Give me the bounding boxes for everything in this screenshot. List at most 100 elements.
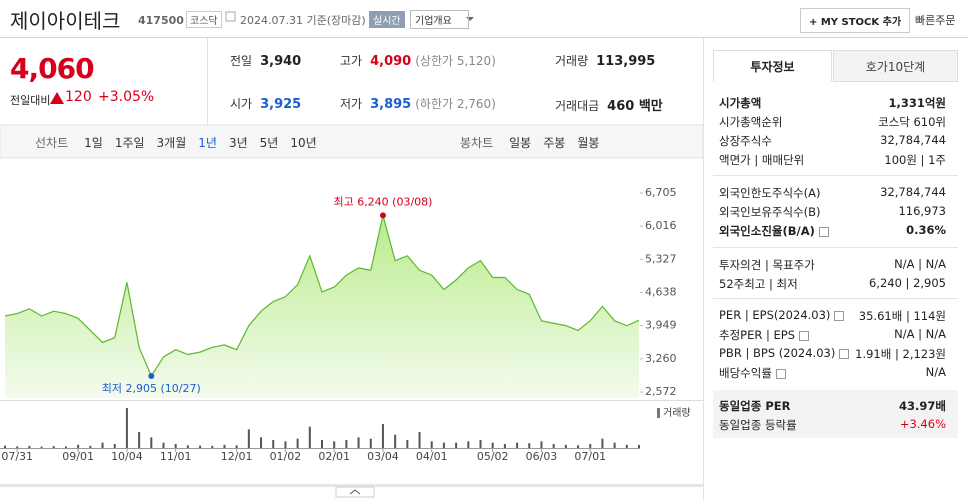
volume-bar xyxy=(467,441,470,448)
volume-bar xyxy=(308,426,311,448)
stat-label: 시가 xyxy=(230,97,253,111)
help-icon[interactable] xyxy=(839,348,850,359)
stat-note: (하한가 2,760) xyxy=(415,97,496,111)
company-info[interactable]: 기업개요 xyxy=(410,10,469,29)
side-label: 추정PER | EPS xyxy=(719,327,810,343)
y-tick-label: 6,016 xyxy=(645,219,677,232)
volume-bar xyxy=(150,437,153,448)
calendar-icon xyxy=(225,11,236,22)
volume-bar xyxy=(394,434,397,448)
x-tick-label: 05/02 xyxy=(477,450,509,463)
volume-bar xyxy=(333,441,336,448)
candle-tab[interactable]: 월봉 xyxy=(577,136,600,150)
volume-bar xyxy=(516,442,519,448)
x-tick-label: 06/03 xyxy=(526,450,558,463)
x-tick-label: 09/01 xyxy=(62,450,94,463)
tab-label: 선차트 xyxy=(35,136,69,150)
volume-bar xyxy=(479,440,482,448)
mystock-button[interactable]: + MY STOCK 추가 xyxy=(800,8,911,33)
period-tabs: 선차트 1일 1주일 3개월 1년 3년 5년 10년 xyxy=(35,134,321,151)
collapse-button[interactable] xyxy=(335,486,375,498)
stat-value: 460 백만 xyxy=(607,99,663,114)
stock-name: 제이아이테크 xyxy=(10,9,121,33)
realtime-badge[interactable]: 실시간 xyxy=(369,11,405,28)
period-tab[interactable]: 1일 xyxy=(84,136,103,150)
stat-value: 3,895 xyxy=(370,97,412,112)
side-value: 35.61배 | 114원 xyxy=(858,309,946,323)
candle-tab[interactable]: 주봉 xyxy=(543,136,566,150)
period-tab[interactable]: 5년 xyxy=(259,136,279,150)
x-tick-label: 04/01 xyxy=(416,450,448,463)
candle-tab[interactable]: 일봉 xyxy=(509,136,532,150)
side-tab[interactable]: 투자정보 xyxy=(713,50,832,82)
volume-bar xyxy=(284,441,287,448)
side-value: +3.46% xyxy=(899,417,946,431)
side-value: 6,240 | 2,905 xyxy=(868,276,946,290)
stat-label: 전일 xyxy=(230,54,253,68)
tab-bar xyxy=(0,124,704,159)
collapse-icon xyxy=(349,489,361,495)
stat-label: 거래량 xyxy=(555,54,589,68)
volume-bar xyxy=(455,442,458,448)
period-tab[interactable]: 10년 xyxy=(290,136,317,150)
x-tick-label: 07/01 xyxy=(574,450,606,463)
help-icon[interactable] xyxy=(775,368,786,379)
period-tab[interactable]: 1년 xyxy=(198,136,217,150)
side-label: 외국인보유주식수(B) xyxy=(719,205,821,219)
volume-bar xyxy=(28,445,31,448)
side-value: 43.97배 xyxy=(899,399,946,413)
volume-bar xyxy=(442,442,445,448)
side-tab[interactable]: 호가10단계 xyxy=(833,50,958,82)
stat: 시가 3,925 xyxy=(230,95,301,112)
sector-box xyxy=(713,390,958,438)
help-icon[interactable] xyxy=(818,226,829,237)
period-tab[interactable]: 1주일 xyxy=(114,136,145,150)
side-label: 배당수익률 xyxy=(719,365,786,381)
volume-bar xyxy=(235,445,238,448)
volume-bar xyxy=(174,444,177,448)
help-icon[interactable] xyxy=(799,330,810,341)
date: 2024.07.31 기준(장마감) xyxy=(240,14,366,27)
quick-order[interactable]: 빠른주문 xyxy=(915,14,956,27)
x-tick-label: 01/02 xyxy=(270,450,302,463)
stat: 거래량 113,995 xyxy=(555,52,655,69)
side-label: PER | EPS(2024.03) xyxy=(719,308,845,322)
volume-bar xyxy=(260,437,263,448)
volume-bar xyxy=(125,408,128,448)
volume-bar xyxy=(138,432,141,448)
x-tick-label: 03/04 xyxy=(367,450,399,463)
period-tab[interactable]: 3년 xyxy=(228,136,248,150)
volume-bar xyxy=(491,442,494,448)
stat-label: 고가 xyxy=(340,54,363,68)
volume-bar xyxy=(625,444,628,448)
high-label: 최고 6,240 (03/08) xyxy=(333,195,432,208)
volume-bar xyxy=(613,442,616,448)
volume-bar xyxy=(223,444,226,448)
stat-value: 113,995 xyxy=(596,54,656,69)
side-value: N/A | N/A xyxy=(894,257,946,271)
line xyxy=(4,215,640,378)
side-value: 116,973 xyxy=(898,204,946,218)
side-label: 외국인한도주식수(A) xyxy=(719,186,821,200)
y-tick-label: 5,327 xyxy=(645,252,677,265)
volume-bar xyxy=(528,443,531,448)
volume-bar xyxy=(552,444,555,448)
side-value: N/A xyxy=(925,365,946,379)
change: 120 xyxy=(65,89,92,105)
volume-bar xyxy=(272,440,275,448)
help-icon[interactable] xyxy=(834,310,845,321)
side-value: 100원 | 1주 xyxy=(884,153,946,167)
period-tab[interactable]: 3개월 xyxy=(156,136,187,150)
y-tick-label: 3,260 xyxy=(645,352,677,365)
volume-bar xyxy=(418,432,421,448)
stat-label: 저가 xyxy=(340,97,363,111)
side-label: 시가총액 xyxy=(719,96,762,110)
side-label: 동일업종 PER xyxy=(719,399,791,413)
side-value: 코스닥 610위 xyxy=(878,115,946,129)
volume-bar xyxy=(296,438,299,448)
chart-bottom-bar xyxy=(0,484,703,487)
stat: 전일 3,940 xyxy=(230,52,301,69)
side-label: 시가총액순위 xyxy=(719,115,783,129)
volume-bar xyxy=(4,445,6,448)
